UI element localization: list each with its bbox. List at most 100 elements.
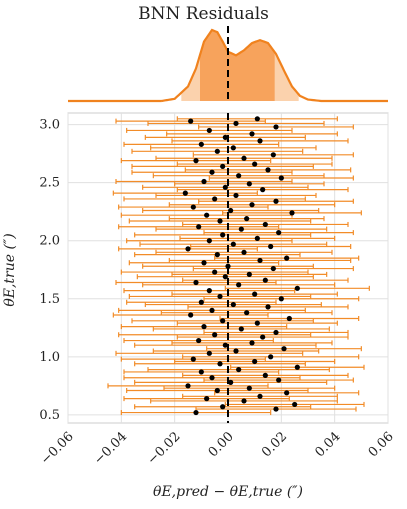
data-point <box>236 173 242 179</box>
data-point <box>238 326 244 332</box>
data-point <box>188 118 194 124</box>
data-point <box>196 337 202 344</box>
data-point <box>249 340 255 346</box>
data-point <box>278 296 284 302</box>
data-point <box>206 127 212 134</box>
data-point <box>254 116 260 122</box>
data-point <box>294 364 300 370</box>
data-point <box>273 198 279 204</box>
x-tick-label: −0.02 <box>145 429 184 468</box>
data-point <box>228 379 234 385</box>
data-point <box>212 196 218 202</box>
data-point <box>185 383 191 389</box>
data-point <box>276 377 282 383</box>
data-point <box>214 252 220 258</box>
data-point <box>233 348 239 354</box>
kde-curve <box>68 28 388 103</box>
x-tick-label: 0.02 <box>259 429 290 460</box>
data-point <box>260 334 266 340</box>
data-point <box>284 255 290 261</box>
y-axis-label: θE,true (″) <box>2 233 18 307</box>
data-point <box>252 161 258 167</box>
chart-title: BNN Residuals <box>138 4 269 24</box>
x-tick-label: −0.04 <box>91 429 130 468</box>
data-point <box>220 232 226 238</box>
data-point <box>198 141 204 147</box>
data-point <box>236 282 242 288</box>
y-tick-label: 2.0 <box>39 234 60 249</box>
data-point <box>273 124 279 130</box>
data-point <box>254 235 260 241</box>
data-point <box>241 155 247 161</box>
data-point <box>222 274 228 280</box>
data-point <box>185 246 191 252</box>
data-point <box>209 169 215 175</box>
data-point <box>246 271 252 277</box>
data-point <box>262 221 268 228</box>
data-point <box>252 291 258 297</box>
data-point <box>278 175 284 181</box>
data-point <box>188 312 194 318</box>
data-point <box>193 279 199 286</box>
data-point <box>196 224 202 230</box>
data-point <box>222 184 228 190</box>
data-point <box>294 285 300 291</box>
data-point <box>182 190 188 196</box>
data-point <box>220 404 226 410</box>
data-point <box>281 346 287 352</box>
data-point <box>206 350 212 356</box>
data-point <box>260 187 266 193</box>
data-point <box>241 249 247 255</box>
data-point <box>220 318 226 324</box>
y-tick-label: 2.5 <box>39 176 60 191</box>
kde-band-inner <box>200 30 275 101</box>
y-tick-label: 1.5 <box>39 292 60 307</box>
data-point <box>217 361 223 367</box>
data-point <box>225 263 231 269</box>
y-tick-label: 0.5 <box>39 408 60 423</box>
data-point <box>190 204 196 210</box>
data-point <box>212 269 218 275</box>
data-point <box>284 390 290 396</box>
x-axis-label: θE,pred − θE,true (″) <box>153 484 303 500</box>
data-point <box>286 315 292 322</box>
data-point <box>276 229 282 236</box>
data-point <box>230 241 236 247</box>
data-point <box>262 277 268 283</box>
data-point <box>214 148 220 154</box>
data-point <box>289 210 295 216</box>
data-point <box>220 163 226 170</box>
data-point <box>244 216 250 222</box>
data-point <box>265 167 271 173</box>
data-point <box>230 145 236 151</box>
data-point <box>257 257 263 264</box>
data-point <box>228 207 234 214</box>
x-tick-label: −0.06 <box>38 429 77 468</box>
data-point <box>204 212 210 218</box>
residuals-plot: −0.06 −0.04 −0.02 0.00 0.02 0.04 0.06 0.5 1.0 1.5… <box>38 112 397 468</box>
y-tick-label: 3.0 <box>39 118 60 133</box>
data-point <box>265 304 271 310</box>
data-point <box>236 366 242 373</box>
data-point <box>206 238 212 244</box>
data-point <box>190 356 196 362</box>
data-point <box>209 307 215 313</box>
data-point <box>238 226 244 232</box>
x-tick-label: 0.00 <box>206 429 237 460</box>
data-point <box>249 202 255 208</box>
data-point <box>246 385 252 391</box>
data-point <box>212 332 218 338</box>
data-point <box>193 409 199 416</box>
data-point <box>270 265 276 272</box>
data-point <box>257 138 263 144</box>
data-point <box>201 260 207 266</box>
data-point <box>217 293 223 300</box>
data-point <box>201 178 207 185</box>
y-tick-label: 1.0 <box>39 350 60 365</box>
data-point <box>249 131 255 137</box>
data-point <box>206 288 212 294</box>
data-point <box>244 310 250 316</box>
data-point <box>217 218 223 224</box>
